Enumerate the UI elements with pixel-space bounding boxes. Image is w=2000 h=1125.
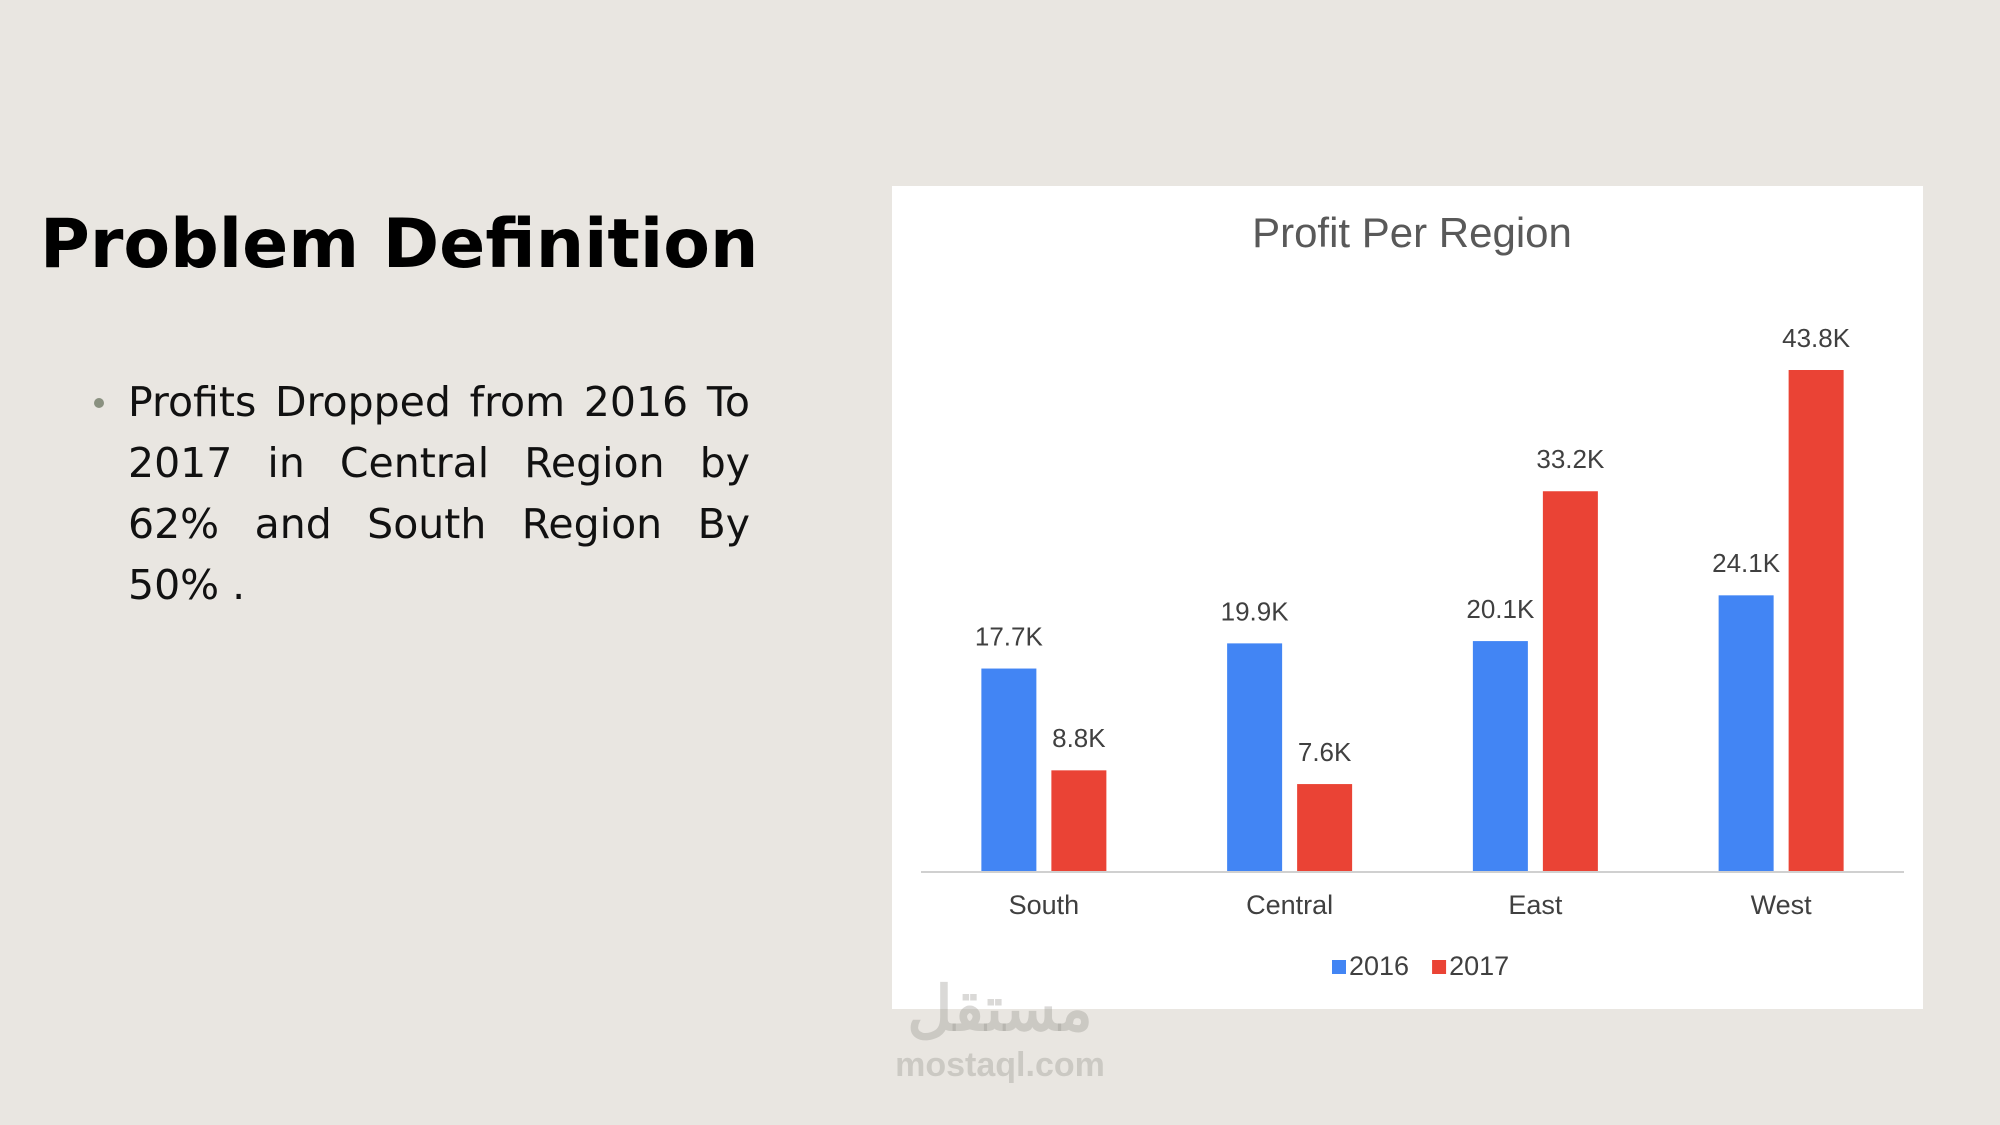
bar bbox=[1297, 784, 1353, 871]
value-label: 8.8K bbox=[1052, 723, 1106, 753]
bar bbox=[1542, 491, 1598, 871]
bar bbox=[1788, 370, 1844, 871]
value-label: 33.2K bbox=[1536, 444, 1605, 474]
slide-title: Problem Definition bbox=[40, 205, 759, 284]
chart-title: Profit Per Region bbox=[1252, 209, 1572, 256]
bar bbox=[1472, 641, 1528, 871]
legend-label: 2016 bbox=[1349, 951, 1409, 981]
bullet-list: Profits Dropped from 2016 To 2017 in Cen… bbox=[90, 372, 750, 616]
x-tick-label: Central bbox=[1246, 890, 1333, 920]
bar bbox=[1718, 595, 1774, 871]
value-label: 20.1K bbox=[1466, 594, 1535, 624]
bullet-text: Profits Dropped from 2016 To 2017 in Cen… bbox=[128, 378, 750, 609]
bar bbox=[981, 668, 1037, 871]
value-label: 24.1K bbox=[1712, 548, 1781, 578]
bar bbox=[1227, 643, 1283, 871]
legend-label: 2017 bbox=[1449, 951, 1509, 981]
bar bbox=[1051, 770, 1107, 871]
bullet-dot bbox=[94, 398, 104, 408]
value-label: 19.9K bbox=[1221, 596, 1290, 626]
watermark-site: mostaql.com bbox=[895, 1046, 1105, 1084]
value-label: 43.8K bbox=[1782, 323, 1851, 353]
x-tick-label: South bbox=[1009, 890, 1080, 920]
bullet: Profits Dropped from 2016 To 2017 in Cen… bbox=[90, 372, 750, 616]
x-tick-label: West bbox=[1751, 890, 1813, 920]
value-label: 17.7K bbox=[975, 621, 1044, 651]
value-label: 7.6K bbox=[1298, 737, 1352, 767]
x-tick-label: East bbox=[1508, 890, 1563, 920]
legend-swatch bbox=[1432, 960, 1447, 974]
legend-swatch bbox=[1332, 960, 1346, 974]
watermark-logo: مستقل bbox=[907, 975, 1093, 1044]
watermark: مستقل mostaql.com bbox=[880, 975, 1120, 1085]
